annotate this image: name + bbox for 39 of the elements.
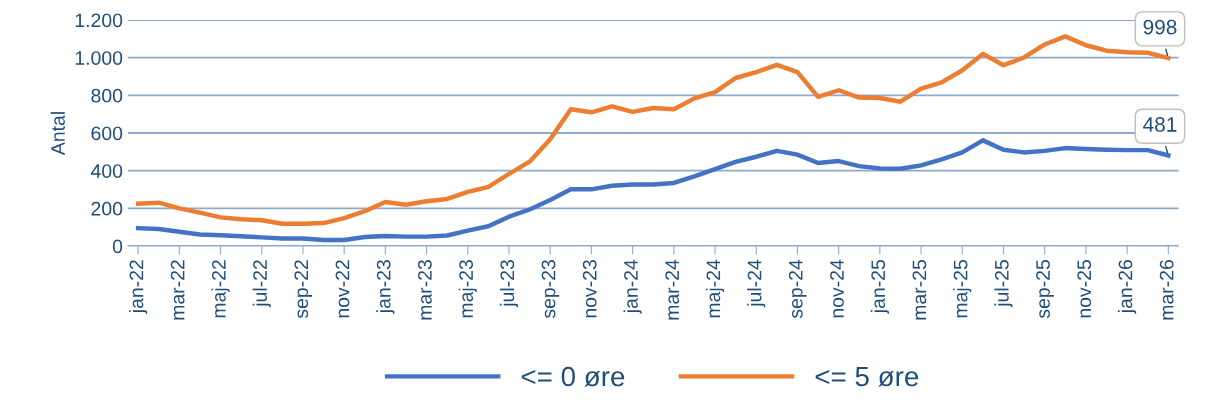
x-tick-label: sep-23 (541, 260, 560, 319)
legend-label: <= 0 øre (521, 366, 625, 387)
x-tick-label: jan-25 (870, 260, 889, 314)
x-tick-label: mar-23 (418, 260, 432, 320)
x-tick-label: jul-25 (994, 260, 1013, 308)
y-tick-label: 800 (91, 88, 123, 103)
x-tick-label: jan-24 (623, 259, 642, 314)
annotation: 481 (1143, 117, 1177, 132)
x-tick-label: nov-25 (1077, 260, 1092, 318)
y-tick-label: 200 (91, 201, 123, 216)
x-tick-label: mar-22 (170, 260, 185, 320)
x-tick-label: jul-24 (747, 259, 766, 308)
y-tick-label: 1.000 (75, 51, 123, 65)
line-series (135, 138, 1171, 243)
y-tick-label: 600 (91, 126, 123, 141)
x-tick-label: nov-24 (830, 259, 844, 318)
y-axis-title: Antal (50, 112, 65, 156)
x-tick-label: jan-23 (376, 260, 395, 314)
x-tick-label: sep-24 (788, 259, 807, 319)
x-tick-label: sep-25 (1036, 260, 1054, 319)
x-tick-label: nov-22 (335, 260, 350, 318)
x-tick-label: sep-22 (294, 260, 313, 319)
x-tick-label: mar-25 (912, 260, 927, 320)
x-tick-label: maj-25 (953, 260, 972, 318)
x-tick-label: mar-24 (665, 259, 680, 320)
x-tick-label: maj-23 (458, 260, 477, 318)
x-tick-label: jul-23 (499, 260, 519, 308)
x-tick-label: jan-26 (1118, 260, 1137, 314)
x-tick-label: jan-22 (129, 260, 148, 314)
x-tick-label: mar-26 (1159, 260, 1174, 320)
y-tick-label: 1.200 (75, 13, 123, 28)
y-tick-label: 400 (90, 164, 123, 178)
x-tick-label: nov-23 (582, 260, 597, 318)
y-tick-label: 0 (112, 239, 123, 254)
x-tick-label: maj-22 (211, 260, 230, 318)
x-tick-label: jul-22 (252, 260, 271, 308)
x-tick-label: maj-24 (705, 259, 725, 318)
annotation: 998 (1143, 19, 1177, 35)
legend-label: <= 5 øre (815, 366, 919, 387)
